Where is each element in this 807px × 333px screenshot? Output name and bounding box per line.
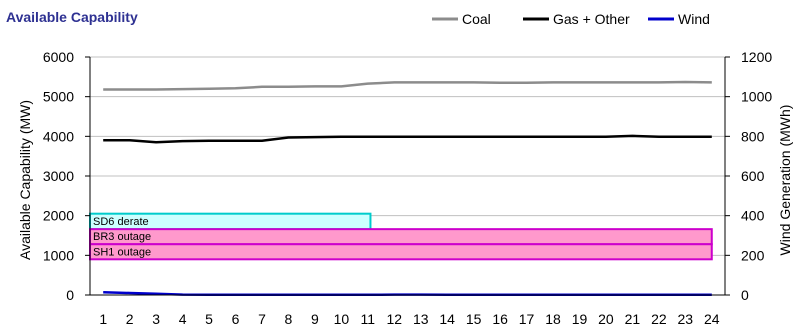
x-tick-label: 2 [126,311,134,327]
y-tick-label: 4000 [43,128,74,144]
x-tick-label: 10 [334,311,350,327]
y2-tick-label: 1200 [741,49,772,65]
y-tick-label: 5000 [43,89,74,105]
legend-label: Gas + Other [553,11,630,27]
x-tick-label: 9 [311,311,319,327]
outage-band-sh1-outage [89,243,713,261]
outage-band-label: SH1 outage [93,246,151,258]
y2-axis-label: Wind Generation (MWh) [777,105,793,256]
y-tick-label: 3000 [43,168,74,184]
x-tick-label: 7 [258,311,266,327]
tick-labels: 0 1000 2000 3000 4000 5000 6000 0 200 400 600 800 10… [43,49,773,327]
outage-bands: SD6 derate BR3 outage SH1 outage [89,212,713,261]
x-tick-label: 12 [386,311,402,327]
x-tick-label: 5 [205,311,213,327]
x-tick-label: 16 [492,311,508,327]
x-tick-label: 6 [232,311,240,327]
chart-title: Available Capability [6,9,138,25]
y2-tick-label: 600 [741,168,765,184]
outage-band-br3-outage [89,228,713,246]
y-axis-label: Available Capability (MW) [17,100,33,260]
x-tick-label: 14 [439,311,455,327]
y2-tick-label: 800 [741,128,765,144]
y-tick-label: 1000 [43,247,74,263]
x-tick-label: 22 [651,311,667,327]
series-line-coal [103,80,712,91]
x-tick-label: 23 [678,311,694,327]
series-lines [103,80,712,297]
legend-label: Wind [678,11,710,27]
y2-tick-label: 1000 [741,89,772,105]
x-tick-label: 17 [519,311,535,327]
series-line-wind [103,290,712,297]
axes [85,56,730,296]
x-tick-label: 19 [572,311,588,327]
x-tick-label: 15 [466,311,482,327]
y-tick-label: 6000 [43,49,74,65]
x-tick-label: 4 [179,311,187,327]
x-tick-label: 20 [598,311,614,327]
series-line-gas-other [103,134,712,144]
y2-tick-label: 200 [741,247,765,263]
x-tick-label: 11 [361,311,376,327]
x-tick-label: 18 [545,311,561,327]
legend-label: Coal [462,11,491,27]
y2-tick-label: 0 [741,287,749,303]
x-tick-label: 1 [99,311,107,327]
y-tick-label: 2000 [43,208,74,224]
x-tick-label: 3 [152,311,160,327]
outage-band-label: BR3 outage [93,231,151,243]
outage-band-label: SD6 derate [93,216,149,228]
x-tick-label: 21 [625,311,641,327]
y-tick-label: 0 [66,287,74,303]
x-tick-label: 8 [285,311,293,327]
y2-tick-label: 400 [741,208,765,224]
legend: Coal Gas + Other Wind [432,11,710,27]
x-tick-label: 24 [704,311,720,327]
x-tick-label: 13 [413,311,429,327]
